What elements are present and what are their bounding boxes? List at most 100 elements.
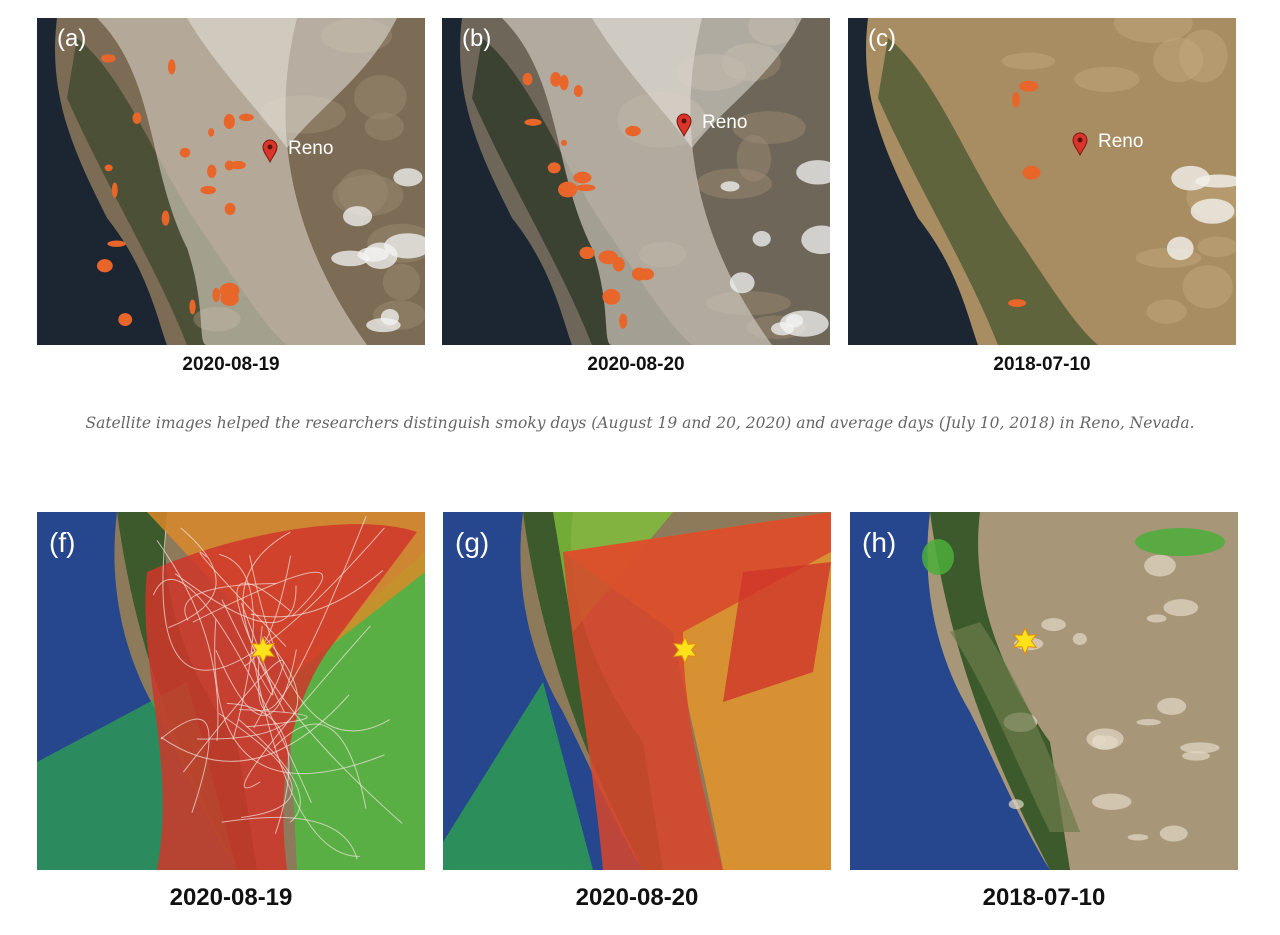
date-label: 2018-07-10 bbox=[982, 884, 1106, 911]
trajectory-map: (h) bbox=[850, 512, 1238, 870]
trajectory bbox=[249, 555, 391, 732]
cloud bbox=[771, 322, 794, 336]
trajectory bbox=[184, 582, 277, 621]
fire bbox=[559, 75, 569, 91]
trajectory bbox=[199, 551, 287, 647]
satellite-image: Reno (c) bbox=[848, 18, 1236, 345]
date-label: 2020-08-19 bbox=[182, 354, 280, 375]
trajectory bbox=[156, 540, 219, 742]
terrain bbox=[1041, 618, 1066, 632]
cloud bbox=[343, 206, 373, 227]
fire bbox=[107, 240, 126, 247]
terrain bbox=[1144, 554, 1176, 577]
fire bbox=[229, 160, 246, 170]
terrain bbox=[354, 74, 407, 120]
fire bbox=[206, 164, 217, 178]
trajectory bbox=[243, 625, 371, 789]
date-label: 2020-08-20 bbox=[587, 354, 685, 375]
cloud bbox=[720, 181, 740, 192]
trajectory bbox=[250, 569, 384, 618]
terrain bbox=[364, 112, 405, 141]
fire bbox=[573, 84, 583, 97]
trajectory bbox=[239, 708, 308, 728]
marker-label: Reno bbox=[288, 138, 333, 159]
cloud bbox=[729, 272, 755, 294]
fire bbox=[189, 299, 196, 315]
fire bbox=[598, 250, 618, 265]
cloud bbox=[796, 160, 830, 185]
trajectory bbox=[218, 712, 293, 819]
fire bbox=[208, 128, 215, 137]
terrain bbox=[1127, 834, 1149, 841]
trajectory bbox=[160, 718, 210, 813]
terrain bbox=[1008, 799, 1024, 810]
fire bbox=[558, 181, 578, 198]
smoke bbox=[187, 18, 397, 148]
trajectory bbox=[251, 650, 360, 857]
terrain bbox=[1153, 37, 1204, 83]
caption: Satellite images helped the researchers … bbox=[85, 414, 1195, 432]
date-label: 2020-08-20 bbox=[575, 884, 699, 911]
trajectory bbox=[175, 573, 297, 623]
trajectory bbox=[160, 694, 350, 762]
fire bbox=[132, 112, 142, 124]
fire bbox=[619, 313, 628, 329]
pin-dot bbox=[267, 144, 273, 150]
fire bbox=[579, 246, 595, 260]
terrain bbox=[1182, 265, 1233, 309]
fire bbox=[200, 185, 216, 195]
cloud bbox=[1190, 198, 1235, 224]
fire bbox=[224, 202, 236, 215]
fire bbox=[1019, 80, 1039, 92]
smoke bbox=[97, 18, 367, 345]
fire bbox=[111, 182, 118, 198]
fire bbox=[219, 282, 240, 299]
fire bbox=[179, 147, 191, 158]
date-label: 2020-08-19 bbox=[169, 884, 293, 911]
plume-green bbox=[287, 552, 425, 870]
location-pin bbox=[1072, 132, 1088, 157]
panel-label: (a) bbox=[57, 25, 86, 52]
ocean bbox=[442, 18, 572, 345]
fire bbox=[573, 171, 592, 184]
fire bbox=[575, 184, 596, 192]
cloud bbox=[1166, 236, 1194, 261]
pin-dot bbox=[1077, 137, 1083, 143]
location-star bbox=[250, 635, 276, 665]
fire bbox=[547, 162, 561, 174]
terrain bbox=[332, 174, 404, 217]
fire bbox=[550, 71, 562, 87]
terrain bbox=[1136, 719, 1161, 726]
terrain bbox=[1074, 66, 1140, 92]
fire bbox=[602, 288, 621, 305]
fire bbox=[223, 114, 235, 129]
terrain bbox=[1182, 751, 1210, 761]
fire bbox=[625, 125, 641, 137]
terrain bbox=[1091, 793, 1132, 810]
panel-label: (b) bbox=[462, 25, 491, 52]
cloud bbox=[752, 231, 771, 247]
terrain bbox=[1072, 633, 1087, 645]
trajectory-map: (g) bbox=[443, 512, 831, 870]
trajectory bbox=[237, 718, 301, 823]
cloud bbox=[366, 318, 401, 333]
fire bbox=[524, 118, 542, 126]
fire bbox=[224, 160, 234, 171]
ocean bbox=[37, 18, 167, 345]
terrain bbox=[1163, 599, 1199, 617]
fire bbox=[1022, 165, 1041, 180]
smoke bbox=[502, 18, 772, 345]
panel-label: (g) bbox=[455, 527, 489, 558]
plume-red bbox=[723, 562, 831, 702]
cloud bbox=[393, 168, 423, 187]
terrain bbox=[1146, 614, 1167, 623]
trajectory bbox=[226, 702, 290, 834]
panel-label: (f) bbox=[49, 527, 75, 558]
cloud bbox=[363, 242, 398, 270]
fire bbox=[1008, 299, 1027, 308]
panel-label: (c) bbox=[868, 25, 896, 52]
plume-green bbox=[1135, 528, 1225, 556]
satellite-image: Reno (a) bbox=[37, 18, 425, 345]
terrain bbox=[1197, 236, 1236, 258]
fire bbox=[560, 139, 568, 146]
